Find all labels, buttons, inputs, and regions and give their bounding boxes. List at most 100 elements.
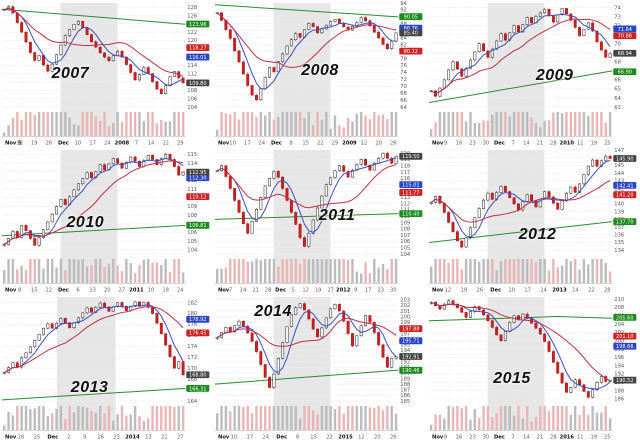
svg-text:7: 7: [511, 435, 514, 441]
volume-bars: [2, 259, 185, 283]
svg-text:109: 109: [401, 220, 411, 226]
ma-200-line: [1, 8, 186, 25]
svg-text:94: 94: [401, 1, 408, 7]
ma-200-line: [215, 369, 399, 385]
svg-text:2014: 2014: [125, 435, 140, 441]
december-band: [487, 150, 545, 283]
candles: [216, 151, 398, 248]
svg-text:104: 104: [187, 247, 198, 253]
svg-text:88: 88: [401, 22, 408, 28]
svg-text:168.80: 168.80: [189, 373, 207, 379]
candlestick-chart: 1861881901921941961982002022042062082102…: [428, 297, 636, 441]
svg-text:143: 143: [614, 179, 624, 185]
svg-text:30: 30: [482, 141, 489, 147]
candlestick-chart: 164166168170172174176178180182166.31176.…: [1, 297, 210, 441]
svg-text:137.70: 137.70: [616, 220, 634, 226]
svg-text:13: 13: [89, 288, 96, 294]
svg-text:108: 108: [401, 227, 411, 233]
svg-text:17: 17: [89, 141, 96, 147]
svg-text:Nov: Nov: [432, 435, 444, 441]
y-axis-labels: 64666870727476788082848688909294: [401, 1, 408, 111]
svg-text:2013: 2013: [552, 288, 567, 294]
svg-text:Dec: Dec: [47, 435, 58, 441]
svg-text:76: 76: [401, 63, 408, 69]
december-band: [56, 297, 116, 430]
grid-lines: [2, 150, 186, 284]
svg-text:136: 136: [614, 233, 624, 239]
svg-text:10: 10: [508, 288, 515, 294]
svg-text:201: 201: [401, 309, 411, 315]
svg-text:210: 210: [614, 297, 624, 303]
svg-text:74: 74: [614, 5, 621, 11]
svg-text:64: 64: [401, 105, 408, 111]
x-axis-labels: Nov 10 17 24 Dec 8 15 22 29 2009 12 20 26: [218, 141, 397, 147]
svg-text:66: 66: [614, 78, 621, 84]
svg-text:82: 82: [401, 42, 408, 48]
svg-text:182: 182: [187, 300, 197, 306]
svg-text:Dec: Dec: [271, 141, 282, 147]
svg-text:Nov: Nov: [218, 435, 230, 441]
svg-text:22: 22: [327, 435, 334, 441]
svg-text:174: 174: [187, 344, 198, 350]
svg-text:205.60: 205.60: [616, 315, 634, 321]
svg-text:189: 189: [401, 376, 411, 382]
ma-short-line: [4, 7, 184, 86]
y-axis-labels: 1851861871881891901911921931941951961971…: [401, 298, 412, 405]
svg-text:141.20: 141.20: [616, 193, 634, 199]
svg-text:119: 119: [401, 157, 411, 163]
svg-text:Dec: Dec: [494, 435, 505, 441]
svg-text:2010: 2010: [559, 141, 574, 147]
svg-text:66: 66: [401, 98, 408, 104]
svg-text:Dec: Dec: [58, 288, 69, 294]
svg-text:112.95: 112.95: [189, 170, 207, 176]
chart-panel-2012: 1341351361371381391401411421431441451461…: [426, 147, 640, 294]
volume-bars: [2, 112, 185, 136]
svg-text:92: 92: [401, 8, 408, 14]
volume-bars: [2, 406, 185, 430]
svg-text:22: 22: [317, 141, 324, 147]
svg-text:17: 17: [524, 288, 531, 294]
svg-text:164: 164: [187, 399, 198, 405]
x-axis-labels: Nov 9 16 23 30 Dec 7 14 21 28 2010 11 19 25: [432, 141, 611, 147]
svg-text:2015: 2015: [339, 435, 354, 441]
svg-text:22: 22: [162, 141, 169, 147]
svg-text:109: 109: [187, 204, 197, 210]
svg-text:135: 135: [614, 240, 624, 246]
svg-text:90.05: 90.05: [404, 15, 418, 21]
candlestick-chart: 1341351361371381391401411421431441451461…: [428, 148, 636, 294]
ma-200-line: [215, 4, 399, 18]
ma-long-line: [217, 317, 397, 347]
svg-text:197: 197: [401, 331, 411, 337]
ma-short-line: [217, 12, 397, 90]
svg-text:21: 21: [536, 141, 543, 147]
chart-panel-2013: 164166168170172174176178180182166.31176.…: [0, 294, 214, 441]
svg-text:70.88: 70.88: [617, 34, 631, 40]
x-axis-labels: Nov 8 15 22 Dec 6 13 20 27 2011 10 18 24: [5, 288, 184, 294]
x-axis-labels: Nov 12 19 26 Dec 10 17 24 2013 14 22 28: [432, 288, 611, 294]
svg-text:8: 8: [296, 435, 299, 441]
svg-text:201.10: 201.10: [616, 334, 634, 340]
grid-lines: [215, 2, 399, 137]
grid-lines: [428, 149, 612, 284]
grid-lines: [428, 3, 612, 137]
svg-text:145: 145: [614, 163, 624, 169]
svg-text:13: 13: [145, 435, 152, 441]
svg-text:192.91: 192.91: [402, 354, 420, 360]
svg-text:Dec: Dec: [275, 288, 286, 294]
svg-text:71.64: 71.64: [617, 27, 631, 33]
candlestick-chart: 104105106107108109110111112113114115106.…: [1, 150, 210, 294]
svg-text:66.90: 66.90: [617, 70, 631, 76]
svg-text:144: 144: [614, 171, 625, 177]
svg-text:18: 18: [162, 288, 169, 294]
svg-text:200: 200: [614, 338, 624, 344]
svg-text:12: 12: [16, 141, 23, 147]
svg-text:23: 23: [113, 435, 120, 441]
svg-text:14: 14: [523, 141, 530, 147]
svg-text:126: 126: [187, 13, 197, 19]
svg-text:194: 194: [401, 348, 412, 354]
svg-text:16: 16: [97, 435, 104, 441]
svg-text:22: 22: [46, 288, 53, 294]
ma-long-line: [217, 12, 397, 68]
svg-text:145.90: 145.90: [616, 156, 634, 162]
